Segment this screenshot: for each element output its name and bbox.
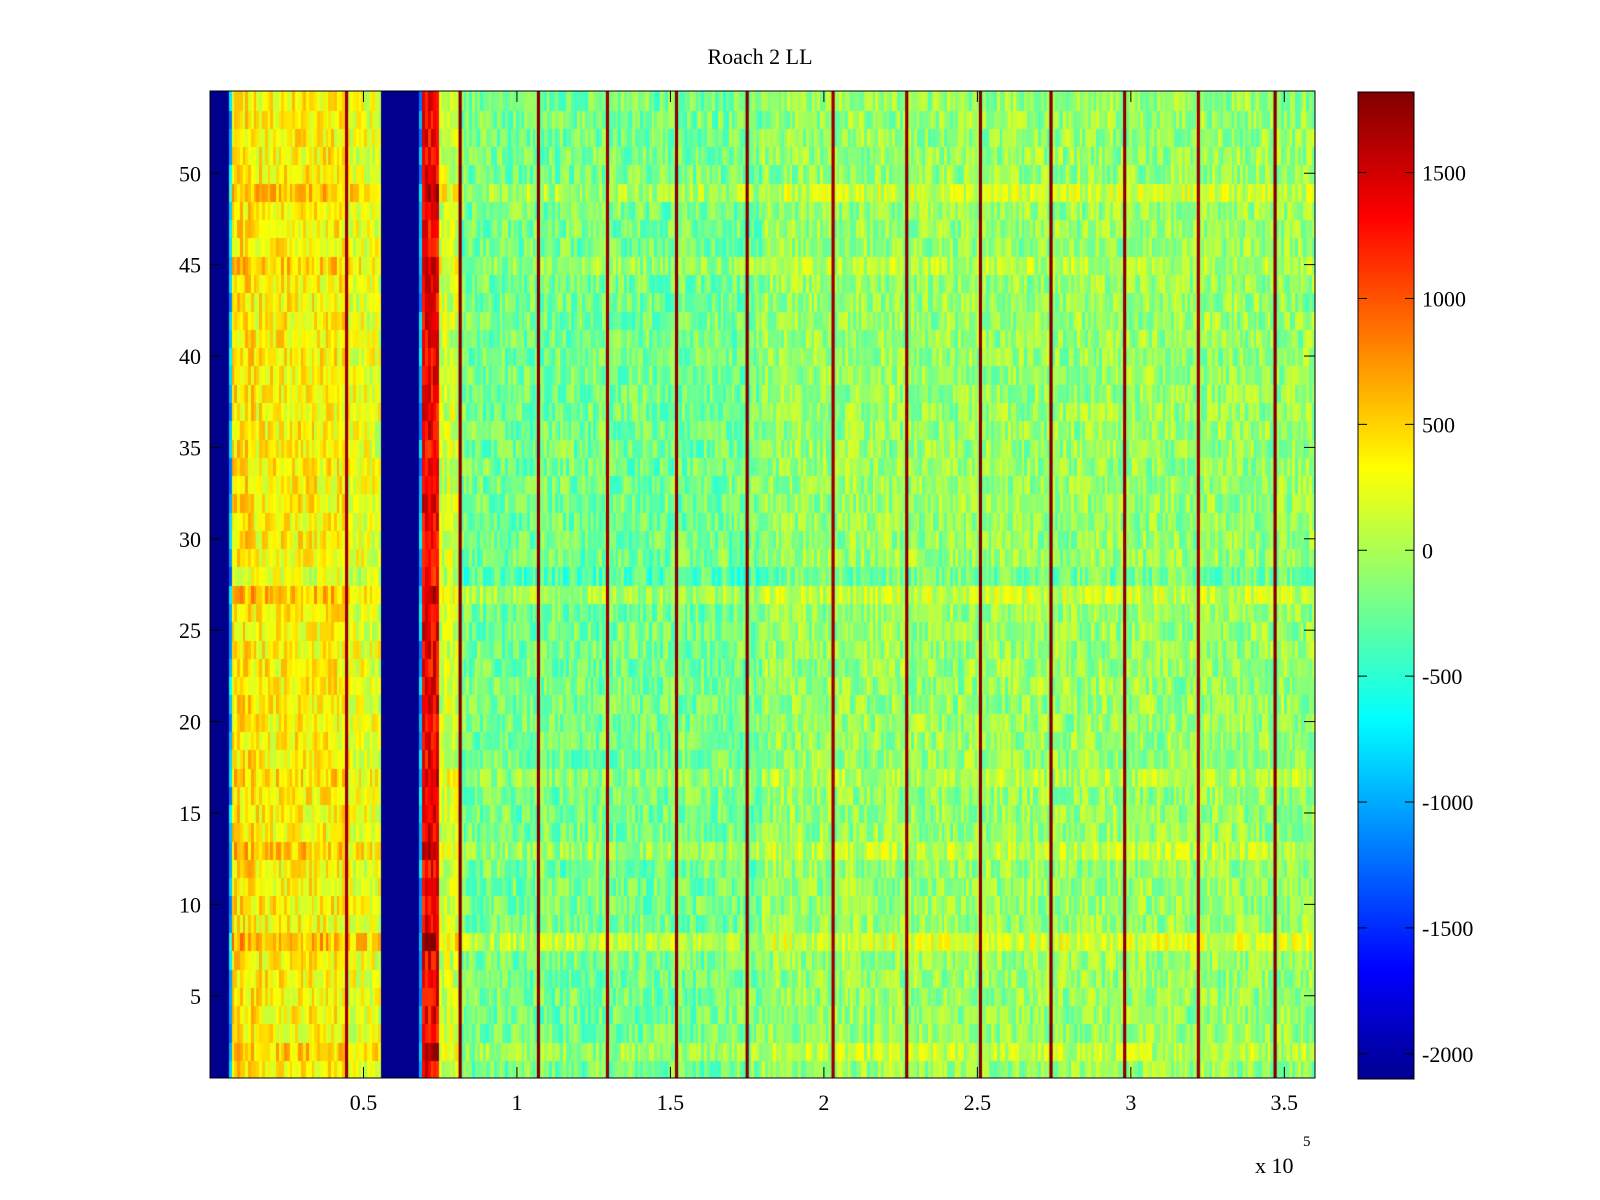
colorbar-tick-label: -500 bbox=[1422, 664, 1462, 689]
colorbar: -2000 -1500 -1000 -500 0 500 1000 1500 bbox=[1357, 91, 1473, 1080]
colorbar-tick-label: 1000 bbox=[1422, 286, 1466, 311]
plot-area: 0.5 1 1.5 2 2.5 3 3.5 5 10 15 20 25 30 35 40 45 50 bbox=[179, 90, 1316, 1115]
x-tick-label: 1.5 bbox=[657, 1090, 685, 1115]
x-axis-exponent: x 10 5 bbox=[1255, 1134, 1311, 1178]
colorbar-tick-label: -1500 bbox=[1422, 916, 1473, 941]
y-tick-label: 50 bbox=[179, 161, 201, 186]
x-tick-label: 2.5 bbox=[964, 1090, 992, 1115]
y-tick-label: 10 bbox=[179, 892, 201, 917]
x-exponent-power: 5 bbox=[1303, 1134, 1311, 1150]
colorbar-tick-label: 1500 bbox=[1422, 161, 1466, 186]
colorbar-tick-label: -1000 bbox=[1422, 790, 1473, 815]
y-tick-label: 15 bbox=[179, 801, 201, 826]
y-tick-label: 45 bbox=[179, 253, 201, 278]
colorbar-ticks: -2000 -1500 -1000 -500 0 500 1000 1500 bbox=[1358, 161, 1473, 1067]
y-axis-ticks: 5 10 15 20 25 30 35 40 45 50 bbox=[179, 161, 1315, 1009]
x-tick-label: 0.5 bbox=[350, 1090, 378, 1115]
y-tick-label: 35 bbox=[179, 435, 201, 460]
chart-title: Roach 2 LL bbox=[707, 44, 812, 69]
colorbar-tick-label: 0 bbox=[1422, 538, 1433, 563]
x-tick-label: 1 bbox=[511, 1090, 522, 1115]
y-tick-label: 20 bbox=[179, 710, 201, 735]
y-tick-label: 5 bbox=[190, 984, 201, 1009]
x-tick-label: 3 bbox=[1125, 1090, 1136, 1115]
x-tick-label: 2 bbox=[818, 1090, 829, 1115]
y-tick-label: 30 bbox=[179, 527, 201, 552]
x-tick-label: 3.5 bbox=[1271, 1090, 1299, 1115]
y-tick-label: 40 bbox=[179, 344, 201, 369]
x-exponent-base: x 10 bbox=[1255, 1153, 1294, 1178]
y-tick-label: 25 bbox=[179, 618, 201, 643]
colorbar-gradient bbox=[1357, 91, 1415, 1080]
heatmap-image bbox=[210, 91, 1315, 1078]
heatmap-cells bbox=[210, 91, 1315, 1078]
colorbar-tick-label: 500 bbox=[1422, 412, 1455, 437]
x-axis-ticks: 0.5 1 1.5 2 2.5 3 3.5 bbox=[350, 91, 1298, 1115]
colorbar-tick-label: -2000 bbox=[1422, 1042, 1473, 1067]
plot-frame bbox=[209, 90, 1316, 1079]
